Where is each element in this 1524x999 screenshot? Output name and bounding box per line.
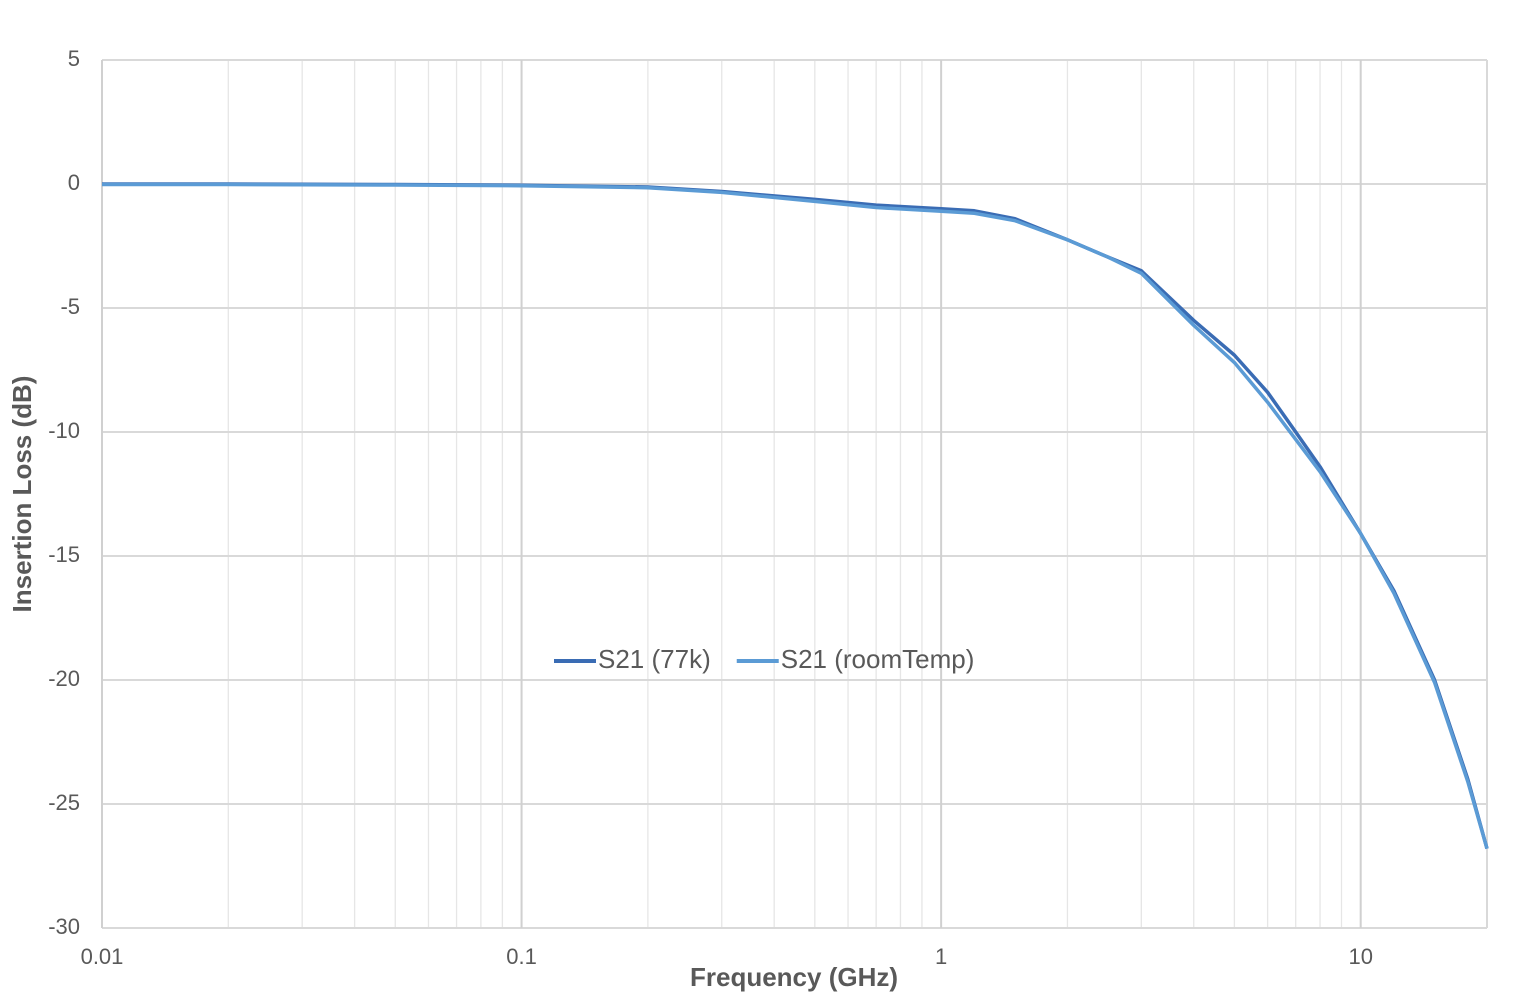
- y-tick-label: 0: [68, 170, 80, 195]
- x-axis-title: Frequency (GHz): [690, 962, 898, 992]
- y-tick-label: 5: [68, 46, 80, 71]
- x-tick-label: 1: [935, 944, 947, 969]
- y-tick-label: -10: [48, 418, 80, 443]
- legend-label: S21 (77k): [598, 644, 711, 674]
- series-line: [102, 182, 1489, 850]
- y-tick-label: -15: [48, 542, 80, 567]
- x-tick-label: 0.1: [506, 944, 537, 969]
- x-tick-label: 10: [1348, 944, 1372, 969]
- y-tick-label: -5: [60, 294, 80, 319]
- y-axis-title: Insertion Loss (dB): [7, 376, 37, 613]
- y-tick-label: -25: [48, 790, 80, 815]
- legend-label: S21 (roomTemp): [781, 644, 975, 674]
- x-tick-label: 0.01: [81, 944, 124, 969]
- y-tick-label: -30: [48, 914, 80, 939]
- y-tick-label: -20: [48, 666, 80, 691]
